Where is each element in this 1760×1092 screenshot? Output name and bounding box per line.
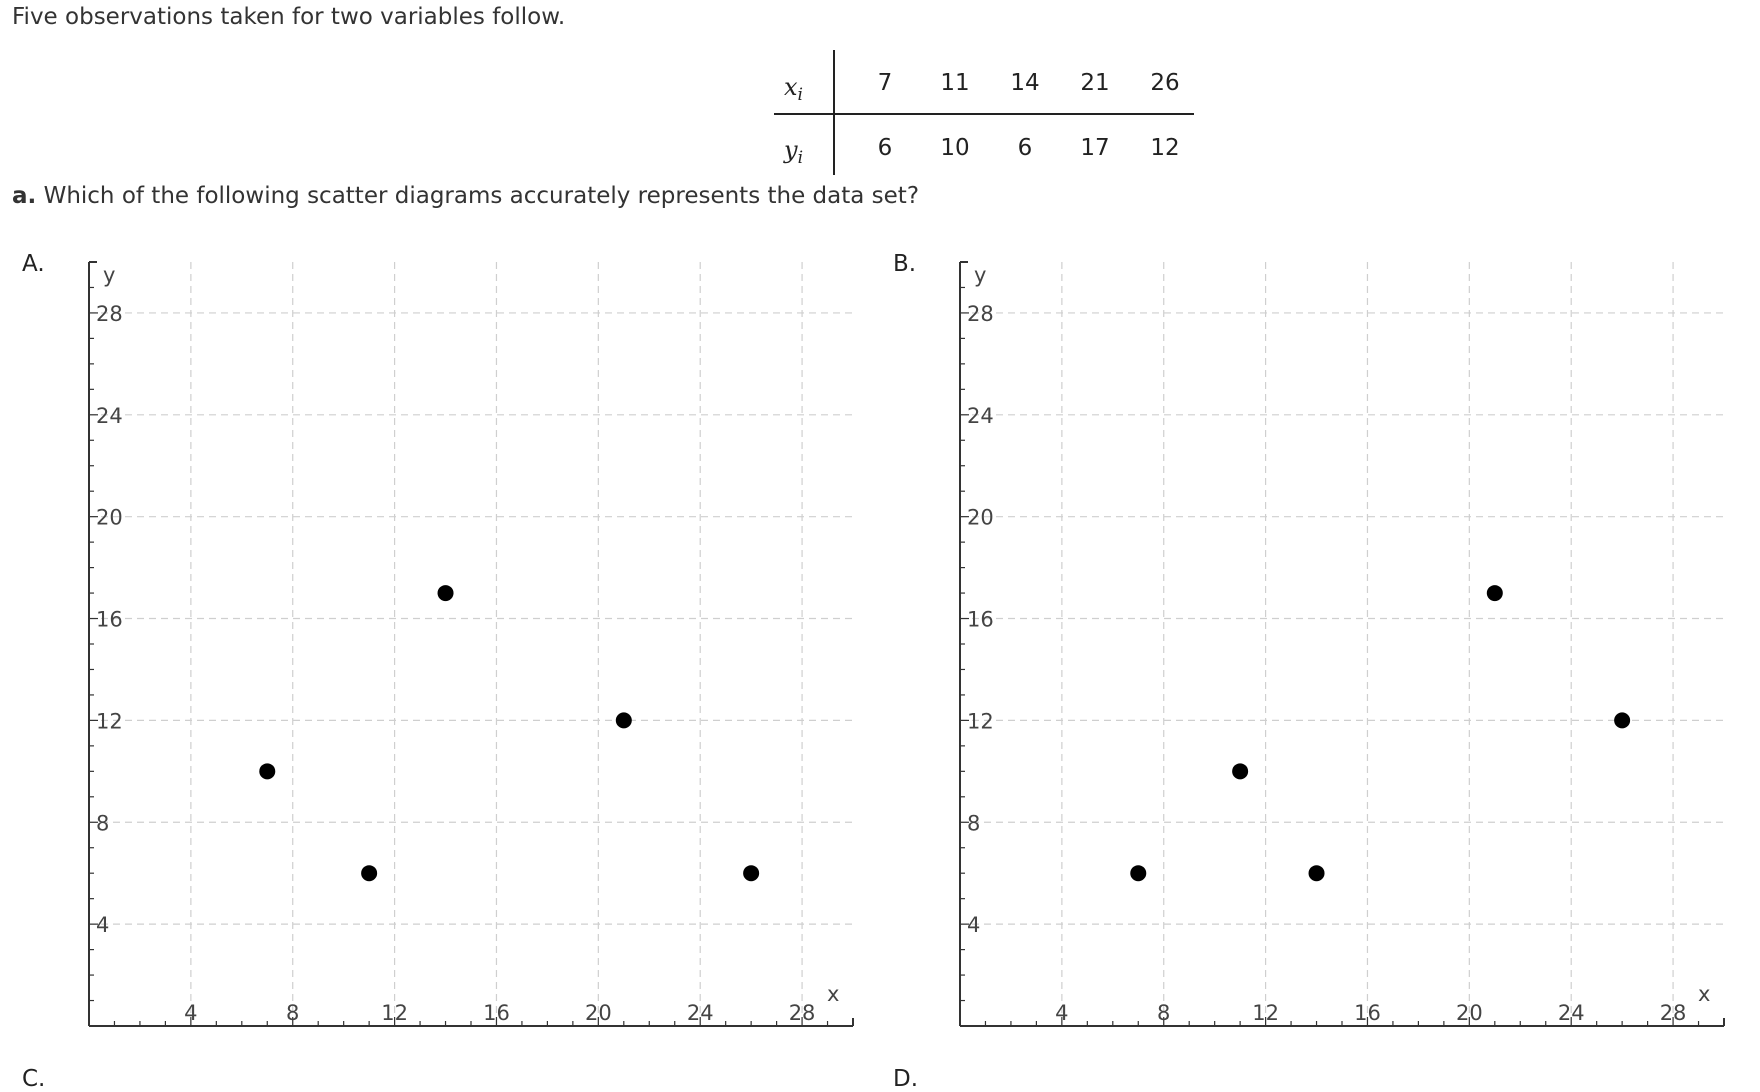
scatter-point <box>615 712 632 729</box>
y-tick-label: 28 <box>96 302 123 326</box>
scatter-point <box>1232 763 1249 780</box>
x-tick-label: 12 <box>381 1001 408 1025</box>
table-x-cell: 21 <box>1080 70 1109 96</box>
question-letter: a. <box>12 183 37 209</box>
option-d-label[interactable]: D. <box>893 1066 919 1092</box>
table-y-cell: 6 <box>878 135 893 161</box>
x-tick-label: 24 <box>687 1001 714 1025</box>
y-tick-label: 12 <box>967 709 994 733</box>
question-a: a. Which of the following scatter diagra… <box>12 183 919 209</box>
scatter-point <box>437 585 454 602</box>
scatter-chart-b[interactable]: 4 8 12 16 20 24 28 4 8 12 16 20 24 28 y x <box>0 0 1760 1040</box>
y-tick-label: 20 <box>967 506 994 530</box>
table-x-cell: 7 <box>878 70 893 96</box>
y-tick-label: 12 <box>96 709 123 733</box>
y-tick-label: 4 <box>967 913 980 937</box>
table-y-header: yi <box>783 136 803 168</box>
scatter-chart-a[interactable]: 4 8 12 16 20 24 28 4 8 12 16 20 24 28 y x <box>0 0 880 1040</box>
table-y-cell: 6 <box>1018 135 1033 161</box>
option-a-label[interactable]: A. <box>22 251 45 277</box>
y-tick-label: 24 <box>96 404 123 428</box>
option-c-label[interactable]: C. <box>22 1066 46 1092</box>
x-tick-label: 20 <box>585 1001 612 1025</box>
y-axis-label: y <box>103 263 115 287</box>
table-y-cell: 17 <box>1080 135 1109 161</box>
table-y-cell: 12 <box>1150 135 1179 161</box>
x-tick-label: 12 <box>1252 1001 1279 1025</box>
x-tick-label: 28 <box>789 1001 816 1025</box>
table-x-header: xi <box>784 73 803 105</box>
y-tick-label: 16 <box>967 608 994 632</box>
table-x-cell: 11 <box>940 70 969 96</box>
x-axis-label: x <box>827 982 839 1006</box>
option-b-label[interactable]: B. <box>893 251 917 277</box>
scatter-point <box>743 865 760 882</box>
scatter-point <box>259 763 276 780</box>
y-tick-label: 16 <box>96 608 123 632</box>
x-tick-label: 16 <box>1354 1001 1381 1025</box>
x-tick-label: 8 <box>1157 1001 1170 1025</box>
table-x-cell: 26 <box>1150 70 1179 96</box>
table-x-cell: 14 <box>1010 70 1039 96</box>
question-text: Which of the following scatter diagrams … <box>43 183 920 209</box>
y-tick-label: 8 <box>967 811 980 835</box>
y-tick-label: 20 <box>96 506 123 530</box>
scatter-point <box>1486 585 1503 602</box>
y-tick-label: 24 <box>967 404 994 428</box>
scatter-point <box>1308 865 1325 882</box>
scatter-point <box>361 865 378 882</box>
y-tick-label: 4 <box>96 913 109 937</box>
x-tick-label: 8 <box>286 1001 299 1025</box>
scatter-point <box>1614 712 1631 729</box>
intro-text: Five observations taken for two variable… <box>12 4 566 30</box>
x-axis-label: x <box>1698 982 1710 1006</box>
scatter-point <box>1130 865 1147 882</box>
x-tick-label: 20 <box>1456 1001 1483 1025</box>
table-y-cell: 10 <box>940 135 969 161</box>
x-tick-label: 28 <box>1660 1001 1687 1025</box>
x-tick-label: 16 <box>483 1001 510 1025</box>
y-tick-label: 8 <box>96 811 109 835</box>
x-tick-label: 24 <box>1558 1001 1585 1025</box>
x-tick-label: 4 <box>184 1001 197 1025</box>
x-tick-label: 4 <box>1055 1001 1068 1025</box>
data-table: xi yi 7 11 14 21 26 6 10 6 17 12 <box>774 50 1194 175</box>
y-tick-label: 28 <box>967 302 994 326</box>
y-axis-label: y <box>974 263 986 287</box>
